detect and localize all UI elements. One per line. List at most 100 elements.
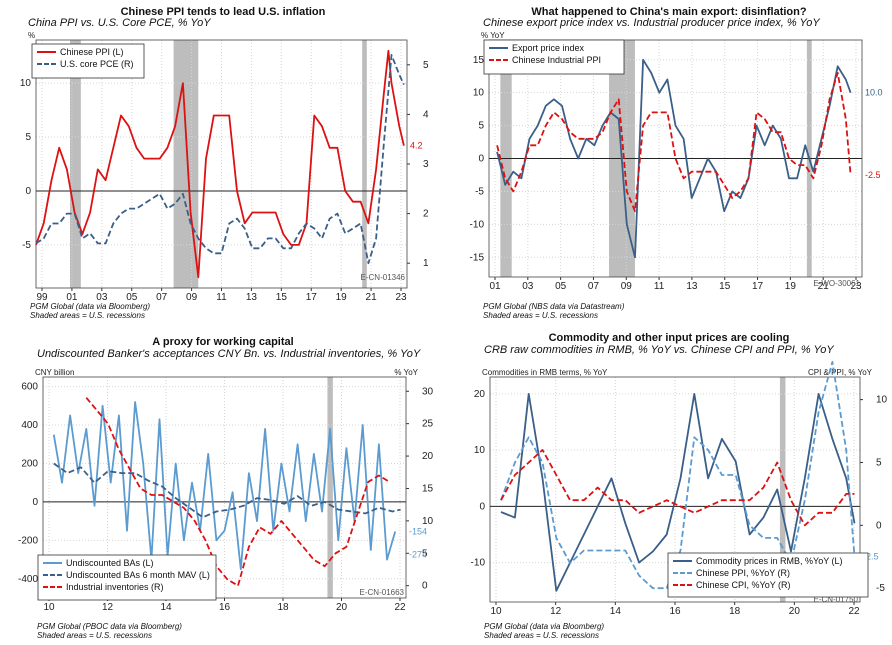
x-tick-label: 21	[818, 281, 830, 292]
x-tick-label: 13	[246, 292, 258, 303]
series-line-2	[85, 397, 391, 587]
y-tick-label-right: 15	[422, 483, 434, 494]
chart-code: E-WO-30061	[813, 279, 860, 288]
x-tick-label: 17	[306, 292, 318, 303]
legend-box	[31, 43, 145, 79]
y-tick-label-right: 3	[423, 159, 429, 170]
series-line-0	[35, 49, 405, 279]
x-tick-label: 01	[66, 292, 78, 303]
chart-title: Chinese PPI tends to lead U.S. inflation	[120, 6, 326, 18]
legend-box	[483, 39, 625, 75]
y-tick-label-left: -15	[470, 252, 485, 263]
chart-subtitle: Chinese export price index vs. Industria…	[483, 17, 820, 29]
x-tick-label: 13	[686, 281, 698, 292]
x-tick-label: 12	[550, 606, 562, 617]
y-tick-label-left: 0	[25, 186, 31, 197]
chart-source: PGM Global (NBS data via Datastream)	[483, 302, 625, 311]
x-tick-label: 20	[789, 606, 801, 617]
chart-svg: 10 12 14 16 18 20 22 -400 -200 0 200 400 600 0 5 10 15 20…	[18, 368, 434, 613]
chart-code: E-CN-01663	[360, 588, 405, 597]
chart-subtitle: CRB raw commodities in RMB, % YoY vs. Ch…	[484, 344, 834, 356]
legend-label: Chinese PPI (L)	[60, 47, 124, 57]
x-tick-label: 12	[102, 602, 114, 613]
series-line-1	[496, 72, 852, 213]
x-tick-label: 21	[366, 292, 378, 303]
left-unit-label: %	[28, 31, 35, 40]
y-tick-label-right: -5	[876, 583, 885, 594]
chart-svg: 01 03 05 07 09 11 13 15 17 19 21 23-15-10-5051015% …	[470, 31, 883, 292]
legend-label: Chinese Industrial PPI	[512, 55, 601, 65]
y-tick-label-left: 10	[473, 88, 485, 99]
y-tick-label-left: -200	[18, 535, 38, 546]
y-tick-label-right: 25	[422, 419, 434, 430]
series-line-0	[500, 393, 856, 592]
y-tick-label-left: -10	[471, 558, 486, 569]
chart-panel-working-capital: A proxy for working capital Undiscounted…	[0, 322, 446, 644]
legend-label: Industrial inventories (R)	[66, 582, 164, 592]
y-tick-label-left: -10	[470, 219, 485, 230]
recession-band	[362, 40, 367, 288]
y-tick-label-right: 5	[422, 548, 428, 559]
chart-panel-commodities: Commodity and other input prices are coo…	[446, 322, 892, 644]
left-unit-label: % YoY	[481, 31, 505, 40]
left-unit-label: Commodities in RMB terms, % YoY	[482, 368, 608, 377]
recession-band	[70, 40, 81, 288]
x-tick-label: 16	[219, 602, 231, 613]
y-tick-label-left: 0	[479, 501, 485, 512]
y-tick-label-right: 4	[423, 109, 429, 120]
end-value-label: -2.5	[863, 552, 879, 562]
y-tick-label-right: 5	[423, 60, 429, 71]
chart-title: Commodity and other input prices are coo…	[548, 332, 790, 344]
chart-note: Shaded areas = U.S. recessions	[484, 631, 599, 640]
y-tick-label-left: 5	[478, 121, 484, 132]
legend-box	[667, 552, 869, 598]
chart-source: PGM Global (data via Bloomberg)	[484, 622, 605, 631]
end-value-label: -154	[409, 527, 427, 537]
series-line-1	[35, 54, 405, 265]
plot-frame	[42, 376, 407, 599]
x-tick-label: 19	[785, 281, 797, 292]
y-tick-label-left: 0	[32, 497, 38, 508]
x-tick-label: 15	[719, 281, 731, 292]
legend-label: Commodity prices in RMB, %YoY (L)	[696, 556, 843, 566]
x-tick-label: 19	[336, 292, 348, 303]
x-tick-label: 17	[752, 281, 764, 292]
legend-label: Chinese CPI, %YoY (R)	[696, 580, 791, 590]
end-value-label: 4.2	[410, 141, 423, 151]
series-line-0	[52, 401, 397, 571]
chart-note: Shaded areas = U.S. recessions	[37, 631, 152, 640]
x-tick-label: 05	[126, 292, 138, 303]
legend-label: Undiscounted BAs (L)	[66, 558, 154, 568]
y-tick-label-left: 20	[474, 389, 486, 400]
x-tick-label: 07	[156, 292, 168, 303]
legend-label: U.S. core PCE (R)	[60, 59, 134, 69]
y-tick-label-left: 0	[478, 154, 484, 165]
y-tick-label-right: 10	[422, 516, 434, 527]
chart-code: E-CN-01750	[814, 595, 859, 604]
y-tick-label-left: 200	[21, 458, 38, 469]
series-line-1	[53, 462, 401, 519]
x-tick-label: 18	[729, 606, 741, 617]
plot-frame	[488, 39, 863, 278]
chart-svg: 10 12 14 16 18 20 22 -10 0 10 20 -5 0 5 10 Commodities …	[471, 361, 888, 617]
recession-band	[779, 377, 786, 602]
chart-source: PGM Global (PBOC data via Bloomberg)	[37, 622, 182, 631]
x-tick-label: 15	[276, 292, 288, 303]
chart-note: Shaded areas = U.S. recessions	[483, 311, 598, 320]
chart-panel-ppi-pce: Chinese PPI tends to lead U.S. inflation…	[0, 0, 446, 322]
y-tick-label-right: 0	[422, 581, 428, 592]
y-tick-label-left: 10	[20, 78, 32, 89]
recession-band	[327, 377, 333, 598]
y-tick-label-left: -5	[475, 186, 484, 197]
plot-frame	[489, 376, 861, 603]
x-tick-label: 10	[490, 606, 502, 617]
x-tick-label: 23	[395, 292, 407, 303]
chart-subtitle: Undiscounted Banker's acceptances CNY Bn…	[37, 348, 421, 360]
y-tick-label-left: 600	[21, 382, 38, 393]
legend-box	[37, 554, 217, 601]
y-tick-label-right: 2	[423, 209, 429, 220]
x-tick-label: 11	[216, 292, 227, 303]
right-unit-label: CPI & PPI, % YoY	[808, 368, 873, 377]
y-tick-label-right: 20	[422, 451, 434, 462]
left-unit-label: CNY billion	[35, 368, 74, 377]
